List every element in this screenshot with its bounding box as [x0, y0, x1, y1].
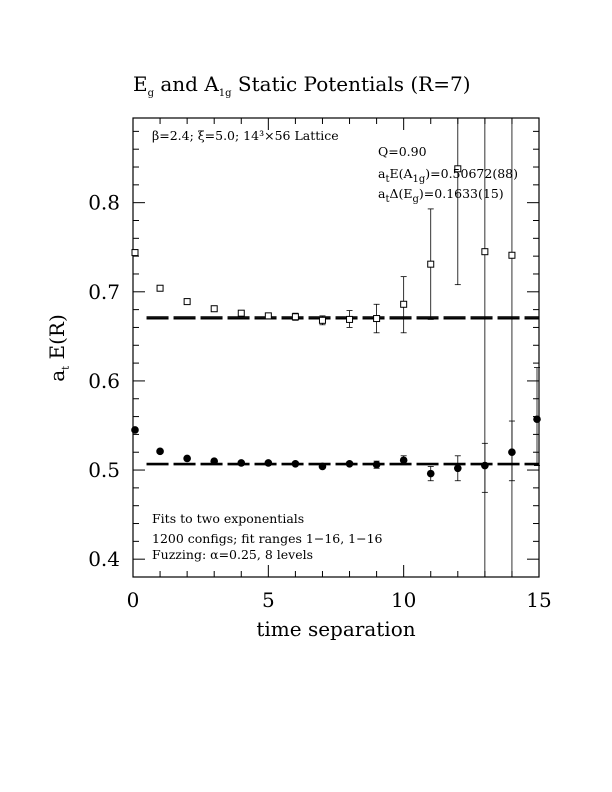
data-point-square [156, 284, 164, 292]
data-point-circle [533, 415, 541, 424]
fuzzing-annotation: Fuzzing: α=0.25, 8 levels [152, 547, 313, 562]
lattice-annotation: β=2.4; ξ=5.0; 14³×56 Lattice [152, 128, 339, 143]
eg-gap-annotation: atΔ(Eg)=0.1633(15) [378, 186, 504, 205]
x-tick-label: 10 [391, 588, 416, 612]
error-bars [292, 118, 540, 577]
data-point-square [346, 315, 354, 323]
configs-annotation: 1200 configs; fit ranges 1−16, 1−16 [152, 531, 383, 546]
data-point-circle [372, 460, 381, 469]
plot-frame [132, 117, 540, 578]
y-tick-label: 0.4 [88, 547, 120, 571]
y-tick-labels: 0.4 0.5 0.6 0.7 0.8 [88, 191, 120, 572]
data-point-circle [237, 459, 246, 467]
data-point-circle [264, 459, 273, 467]
x-tick-label: 5 [262, 588, 275, 612]
axis-ticks [132, 118, 540, 578]
chart-title: Eg and A1g Static Potentials (R=7) [133, 72, 471, 99]
q-annotation: Q=0.90 [378, 144, 427, 159]
data-point-circle [318, 462, 327, 471]
x-axis-title: time separation [256, 617, 415, 641]
y-tick-label: 0.7 [88, 280, 120, 304]
data-point-square [291, 313, 299, 321]
data-point-circle [426, 469, 435, 478]
x-tick-label: 15 [526, 588, 551, 612]
data-point-circle [210, 457, 218, 465]
fits-annotation: Fits to two exponentials [152, 511, 304, 526]
data-point-square [454, 165, 462, 173]
data-point-square [400, 300, 408, 308]
data-point-square [318, 316, 326, 324]
y-tick-label: 0.6 [88, 369, 120, 393]
data-markers [131, 165, 541, 478]
data-point-square [508, 251, 516, 259]
a1g-energy-annotation: atE(A1g)=0.50672(88) [378, 166, 518, 185]
data-point-circle [481, 461, 489, 470]
fit-lines [146, 316, 539, 466]
y-axis-title: at E(R) [45, 314, 72, 382]
y-tick-label: 0.8 [88, 191, 120, 215]
data-point-square [373, 315, 381, 323]
data-point-square [131, 249, 139, 257]
data-point-circle [183, 454, 191, 463]
data-point-circle [291, 460, 300, 468]
data-point-square [237, 309, 245, 317]
data-point-circle [454, 464, 462, 473]
x-tick-labels: 0 5 10 15 [127, 588, 552, 612]
data-point-circle [156, 447, 164, 456]
data-point-circle [345, 460, 354, 468]
data-point-circle [508, 448, 516, 457]
data-point-square [264, 312, 272, 320]
data-point-circle [131, 426, 139, 434]
y-tick-label: 0.5 [88, 458, 120, 482]
data-point-square [183, 298, 191, 306]
data-point-circle [399, 456, 408, 465]
data-point-square [481, 248, 489, 256]
data-point-square [427, 260, 435, 268]
data-point-square [210, 305, 218, 313]
x-tick-label: 0 [127, 588, 140, 612]
